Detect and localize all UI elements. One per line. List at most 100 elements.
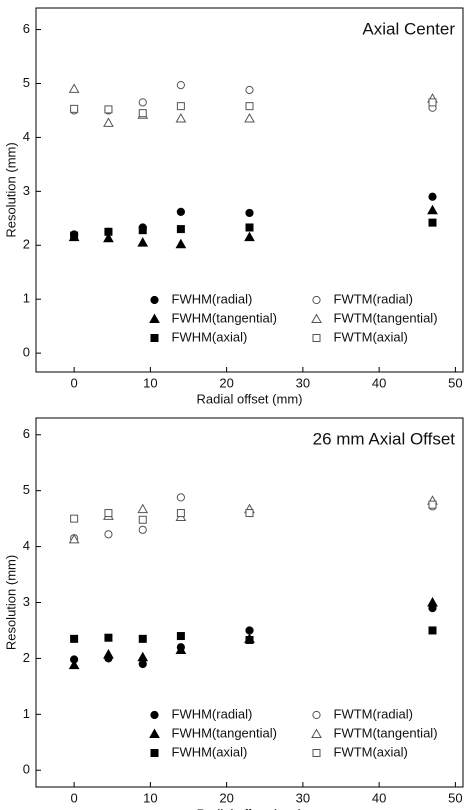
data-point	[103, 232, 114, 243]
y-tick-label: 0	[23, 762, 30, 777]
legend-marker	[150, 749, 159, 757]
x-tick-label: 40	[372, 375, 386, 390]
data-point	[70, 231, 79, 240]
legend-marker	[150, 295, 159, 305]
data-point	[138, 109, 147, 118]
legend-marker	[149, 313, 160, 323]
legend-label: FWTM(tangential)	[334, 725, 438, 740]
data-point	[68, 83, 80, 93]
x-tick-label: 20	[219, 375, 233, 390]
plot-frame	[35, 7, 464, 373]
legend-label: FWTM(axial)	[334, 329, 408, 344]
x-tick-label: 50	[448, 375, 462, 390]
legend-marker	[149, 728, 160, 738]
data-point	[176, 81, 185, 90]
y-tick-label: 6	[23, 426, 30, 441]
data-point	[137, 237, 149, 247]
x-tick-label: 40	[372, 790, 386, 805]
data-point	[103, 648, 114, 659]
data-point	[427, 204, 438, 215]
data-point	[245, 635, 254, 644]
data-point	[104, 509, 113, 518]
data-point	[428, 500, 437, 509]
data-point	[244, 113, 255, 123]
data-point	[244, 231, 255, 242]
y-tick-label: 5	[23, 75, 30, 90]
legend-label: FWTM(tangential)	[334, 310, 438, 325]
chart-title: 26 mm Axial Offset	[313, 429, 456, 448]
data-point	[70, 514, 79, 523]
y-tick-label: 2	[23, 650, 30, 665]
y-tick-label: 6	[23, 21, 30, 36]
data-point	[138, 634, 147, 643]
legend-label: FWTM(axial)	[334, 744, 408, 759]
x-tick-label: 50	[448, 790, 462, 805]
data-point	[176, 225, 185, 234]
legend-label: FWHM(axial)	[172, 744, 248, 759]
data-point	[245, 223, 254, 232]
legend-marker	[312, 749, 321, 757]
data-point	[245, 208, 254, 218]
y-tick-label: 2	[23, 237, 30, 252]
legend-marker	[312, 710, 321, 720]
data-point	[175, 113, 187, 123]
legend-label: FWHM(tangential)	[172, 310, 277, 325]
x-tick-label: 30	[296, 375, 310, 390]
data-point	[428, 218, 437, 227]
x-tick-label: 30	[296, 790, 310, 805]
data-point	[245, 626, 254, 635]
data-point	[137, 651, 149, 662]
x-axis-label: Radial offset (mm)	[197, 391, 303, 406]
y-tick-label: 3	[23, 183, 30, 198]
legend-marker	[311, 313, 322, 323]
data-point	[138, 226, 147, 235]
y-tick-label: 5	[23, 482, 30, 497]
x-tick-label: 20	[219, 790, 233, 805]
y-tick-label: 0	[23, 345, 30, 360]
data-point	[137, 503, 149, 514]
data-point	[428, 192, 437, 201]
data-point	[138, 525, 147, 534]
data-point	[175, 238, 187, 249]
data-point	[104, 633, 113, 642]
y-tick-label: 4	[23, 129, 30, 144]
legend-marker	[150, 710, 159, 720]
data-point	[70, 104, 79, 113]
data-point	[68, 659, 80, 670]
y-tick-label: 1	[23, 706, 30, 721]
legend-marker	[312, 295, 321, 305]
data-point	[428, 626, 437, 635]
legend-marker	[150, 334, 159, 342]
legend-label: FWHM(axial)	[172, 329, 248, 344]
legend-label: FWHM(radial)	[172, 706, 253, 721]
data-point	[138, 515, 147, 524]
x-tick-label: 0	[71, 375, 78, 390]
y-tick-label: 4	[23, 538, 30, 553]
y-axis-label: Resolution (mm)	[3, 555, 18, 650]
data-point	[176, 207, 185, 216]
data-point	[176, 102, 185, 111]
data-point	[245, 85, 254, 95]
data-point	[245, 102, 254, 111]
data-point	[104, 530, 113, 539]
data-point	[104, 105, 113, 114]
data-point	[176, 509, 185, 518]
x-tick-label: 10	[143, 375, 157, 390]
data-point	[138, 659, 147, 669]
data-point	[428, 98, 437, 107]
chart-title: Axial Center	[362, 19, 455, 38]
legend-label: FWTM(radial)	[334, 706, 413, 721]
data-point	[175, 644, 187, 655]
x-tick-label: 0	[71, 790, 78, 805]
legend-label: FWTM(radial)	[334, 291, 413, 306]
data-point	[138, 98, 147, 107]
data-point	[70, 634, 79, 643]
legend-marker	[311, 728, 322, 738]
legend-label: FWHM(tangential)	[172, 725, 277, 740]
data-point	[104, 227, 113, 236]
legend-marker	[312, 334, 321, 342]
x-tick-label: 10	[143, 790, 157, 805]
x-axis-label: Radial offset (mm)	[197, 806, 303, 810]
y-tick-label: 1	[23, 291, 30, 306]
y-tick-label: 3	[23, 594, 30, 609]
